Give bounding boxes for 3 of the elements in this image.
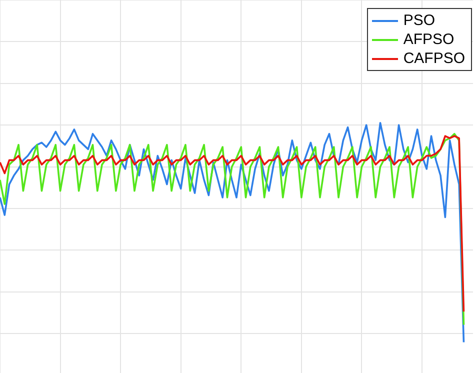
legend-label: CAFPSO [403,49,465,68]
legend-label: PSO [403,11,435,30]
legend-label: AFPSO [403,30,454,49]
